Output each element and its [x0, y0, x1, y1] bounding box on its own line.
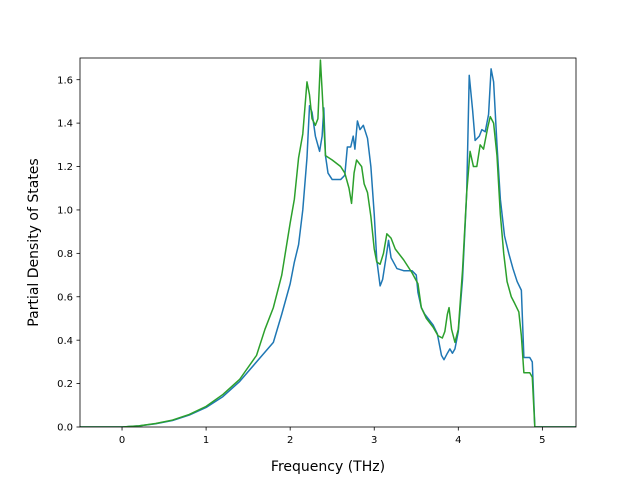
x-tick-label: 1 — [203, 435, 209, 446]
series-line-1 — [80, 68, 576, 427]
plot-area — [80, 59, 576, 427]
x-tick-label: 4 — [455, 435, 461, 446]
axis-ticks: 0 1 2 3 4 5 0.0 0.2 0.4 0.6 0.8 1.0 1.2 1.4 1.6 — [57, 75, 545, 446]
x-tick-label: 0 — [119, 435, 125, 446]
y-tick-label: 1.0 — [57, 206, 73, 217]
y-tick-label: 1.6 — [57, 75, 73, 86]
y-tick-label: 0.4 — [57, 336, 73, 347]
x-tick-label: 2 — [287, 435, 293, 446]
x-axis-label: Frequency (THz) — [271, 459, 385, 475]
x-tick-label: 3 — [371, 435, 377, 446]
y-tick-label: 0.8 — [57, 249, 73, 260]
y-tick-label: 0.0 — [57, 423, 73, 434]
y-tick-label: 1.2 — [57, 162, 73, 173]
x-tick-label: 5 — [539, 435, 545, 446]
axes-frame — [79, 57, 577, 428]
y-tick-label: 0.2 — [57, 379, 73, 390]
series-line-2 — [80, 59, 576, 427]
y-tick-label: 0.6 — [57, 292, 73, 303]
y-axis-label: Partial Density of States — [26, 158, 42, 326]
y-tick-label: 1.4 — [57, 119, 73, 130]
